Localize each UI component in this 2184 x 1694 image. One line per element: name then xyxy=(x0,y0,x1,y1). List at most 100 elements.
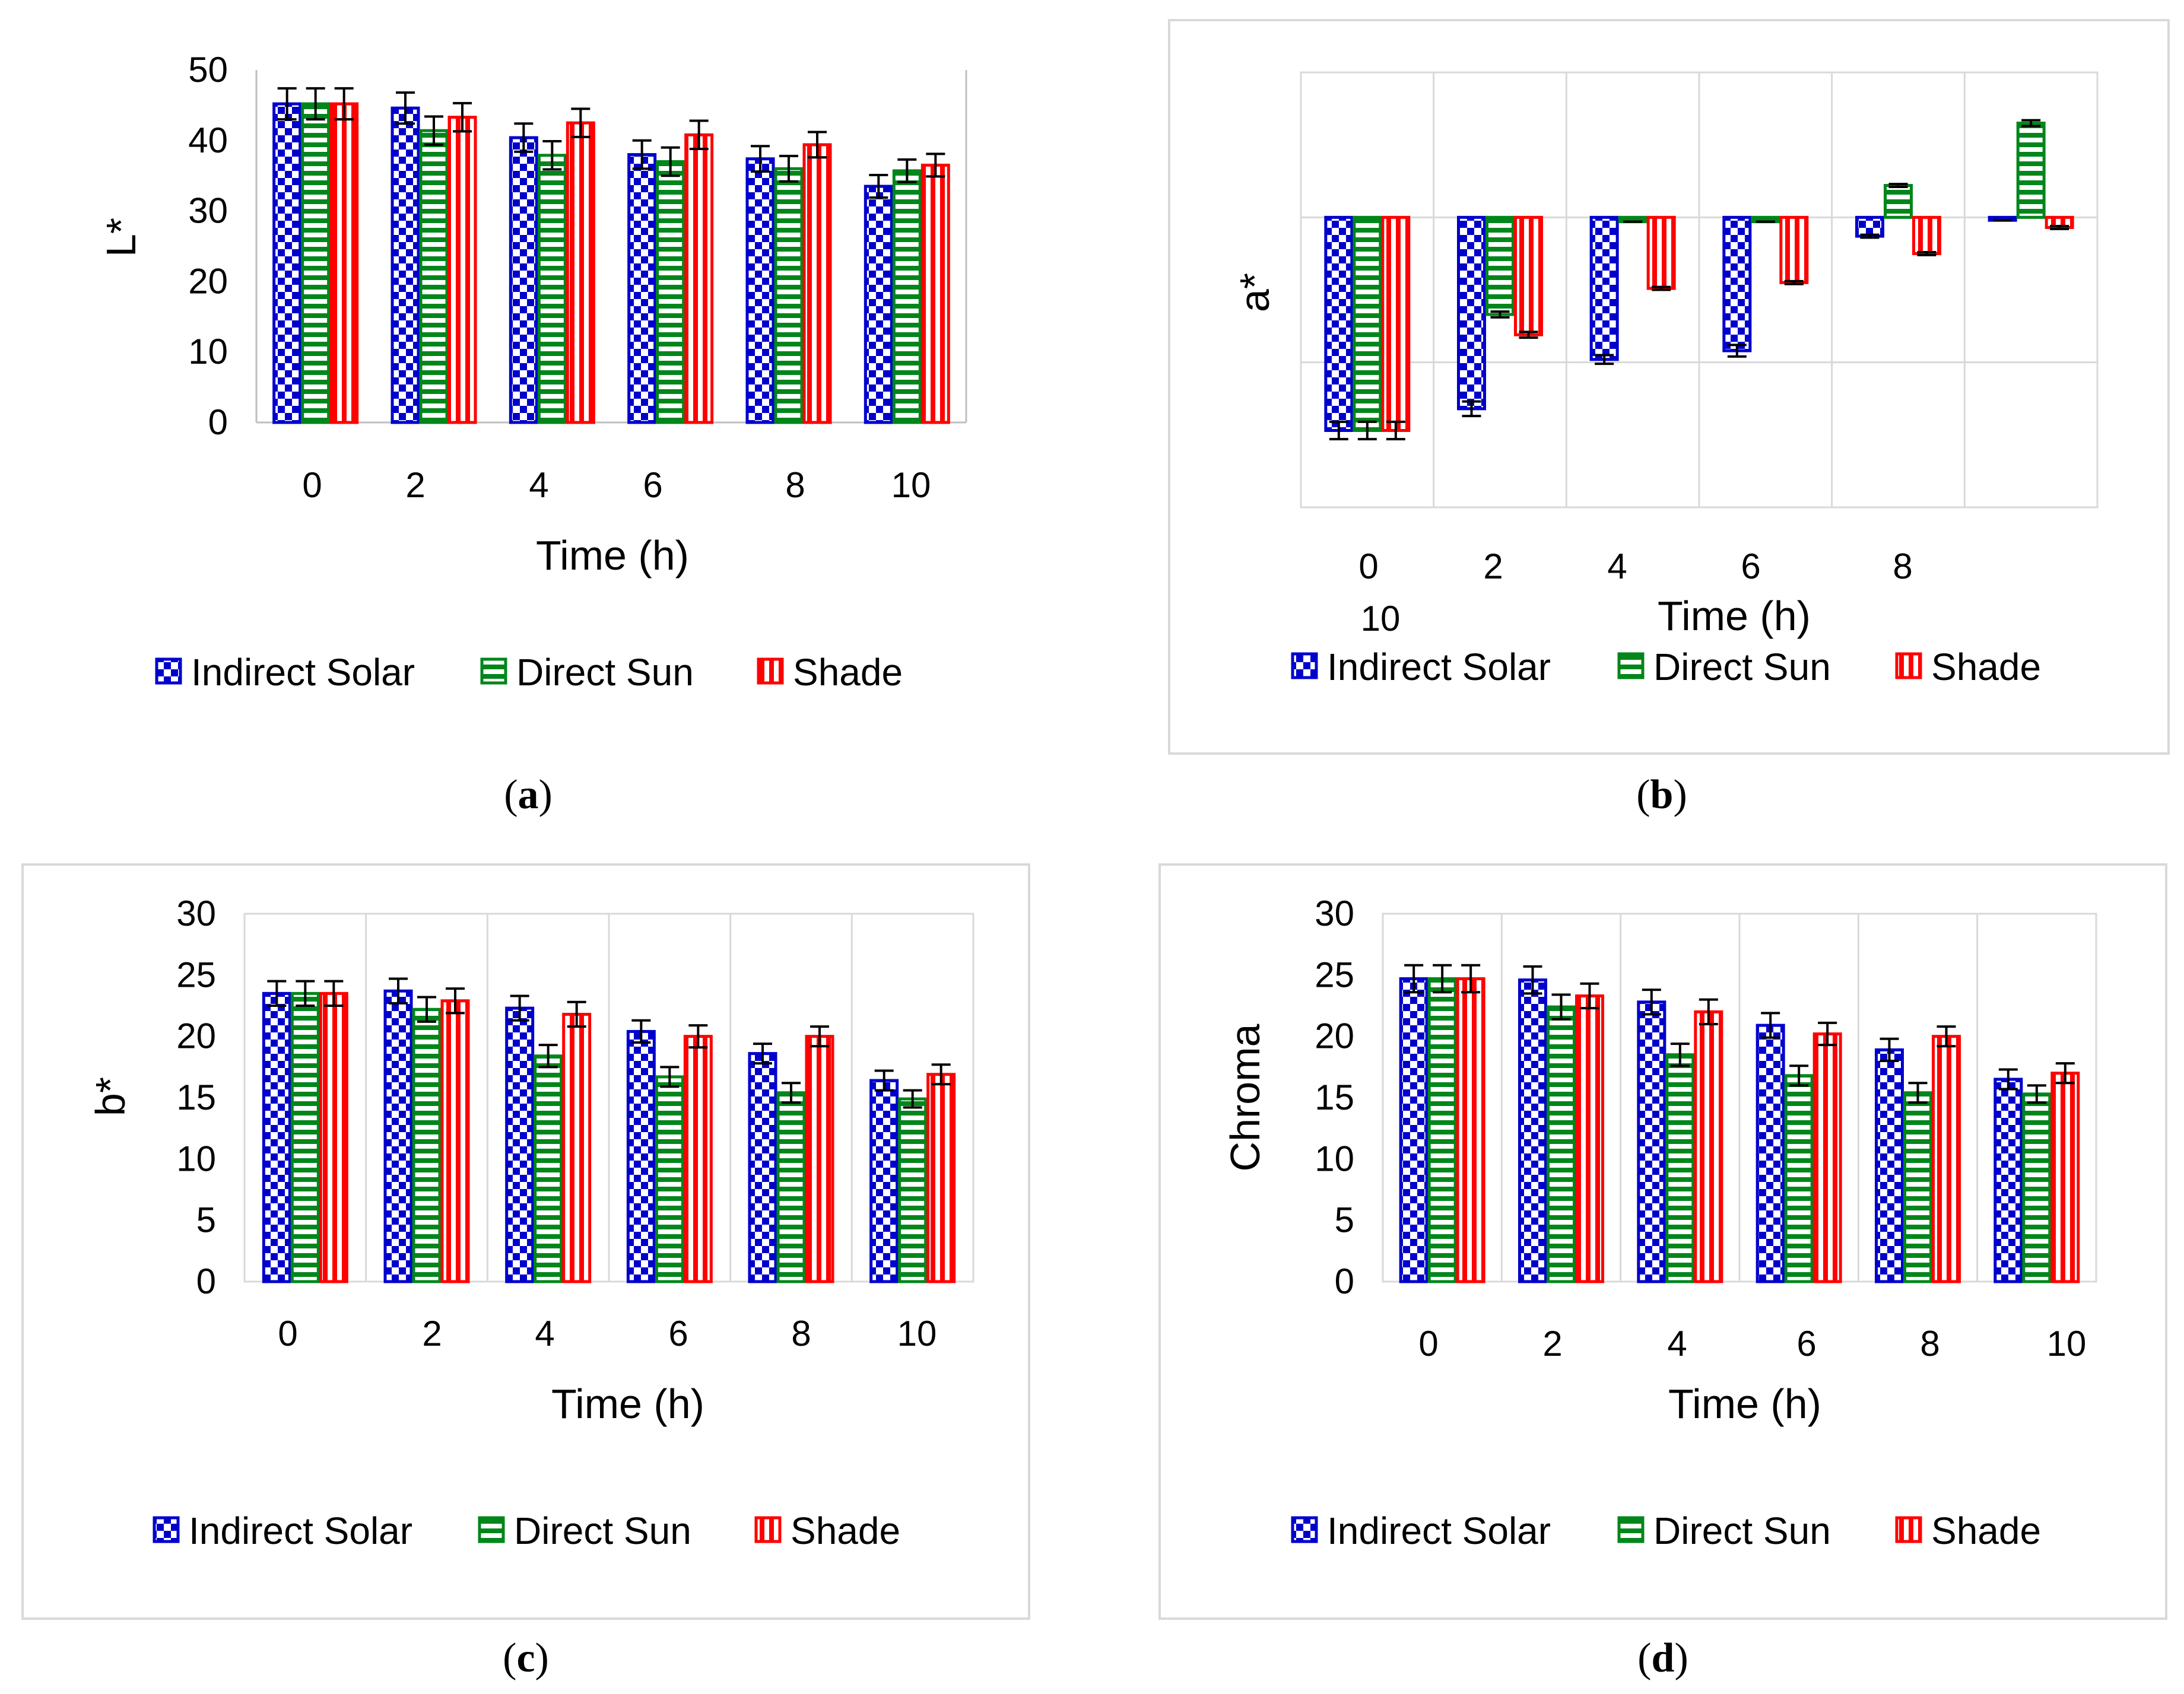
bar-direct-sun-10h xyxy=(892,169,922,424)
x-axis-title: Time (h) xyxy=(536,532,689,579)
bar-shade-8h xyxy=(805,1035,834,1283)
y-tick-label: 20 xyxy=(188,261,228,301)
bar-shade-10h xyxy=(2050,1072,2080,1283)
bar-direct-sun-2h xyxy=(1547,1005,1576,1283)
y-tick-label: 10 xyxy=(1315,1139,1354,1178)
x-tick-label: 6 xyxy=(1796,1324,1816,1364)
bar-shade-4h xyxy=(1694,1010,1723,1283)
legend-label-direct-sun: Direct Sun xyxy=(516,651,694,694)
bar-direct-sun-8h xyxy=(1884,184,1913,219)
y-tick-label: 20 xyxy=(1315,1016,1354,1056)
bar-direct-sun-10h xyxy=(898,1097,928,1283)
caption-c: (c) xyxy=(503,1635,549,1681)
bar-indirect-solar-6h xyxy=(1722,215,1752,352)
x-tick-label: 2 xyxy=(405,465,425,505)
y-axis-title: a* xyxy=(1231,273,1278,312)
y-tick-label: 15 xyxy=(1315,1078,1354,1117)
y-tick-label: 0 xyxy=(1335,1261,1354,1301)
bar-shade-6h xyxy=(1779,215,1809,284)
bar-shade-4h xyxy=(566,121,595,424)
bar-indirect-solar-10h xyxy=(1993,1078,2023,1283)
x-tick-label: 10 xyxy=(897,1314,937,1353)
x-tick-label: 4 xyxy=(535,1314,554,1353)
bar-shade-2h xyxy=(1514,215,1543,336)
bar-direct-sun-6h xyxy=(655,1075,684,1283)
bar-direct-sun-4h xyxy=(1665,1053,1695,1283)
bar-indirect-solar-2h xyxy=(391,106,420,424)
bar-indirect-solar-6h xyxy=(627,153,657,424)
bar-indirect-solar-4h xyxy=(509,136,538,424)
legend-label-indirect-solar: Indirect Solar xyxy=(1327,646,1551,688)
y-tick-label: 40 xyxy=(188,120,228,160)
x-tick-label: 2 xyxy=(1542,1324,1562,1364)
legend-swatch-shade xyxy=(757,657,784,685)
x-tick-label: 0 xyxy=(278,1314,297,1353)
bar-shade-2h xyxy=(447,116,477,424)
x-tick-label: 10 xyxy=(2047,1324,2087,1364)
bar-indirect-solar-4h xyxy=(505,1006,535,1283)
bar-shade-10h xyxy=(920,163,950,424)
bar-indirect-solar-8h xyxy=(1855,215,1884,238)
bar-direct-sun-10h xyxy=(2016,122,2046,219)
legend-swatch-indirect-solar xyxy=(153,1516,180,1543)
bar-direct-sun-2h xyxy=(412,1007,442,1283)
legend-swatch-shade xyxy=(754,1516,782,1543)
bar-direct-sun-8h xyxy=(774,167,804,424)
y-tick-label: 20 xyxy=(176,1016,216,1056)
bar-indirect-solar-8h xyxy=(748,1052,777,1283)
legend-label-direct-sun: Direct Sun xyxy=(514,1509,691,1552)
bar-direct-sun-2h xyxy=(1485,215,1515,316)
bar-direct-sun-6h xyxy=(1784,1074,1814,1283)
y-tick-label: 30 xyxy=(188,191,228,231)
legend-label-shade: Shade xyxy=(791,1509,900,1552)
bar-direct-sun-0h xyxy=(290,991,320,1283)
x-tick-label: 2 xyxy=(422,1314,442,1353)
x-tick-label: 8 xyxy=(1893,546,1912,586)
legend-swatch-direct-sun xyxy=(1617,652,1645,679)
y-tick-label: 25 xyxy=(1315,955,1354,994)
bar-shade-0h xyxy=(1456,977,1485,1283)
bar-shade-8h xyxy=(802,143,832,424)
x-tick-label: 8 xyxy=(785,465,805,505)
bar-shade-8h xyxy=(1912,215,1941,255)
x-tick-label: 4 xyxy=(1667,1324,1687,1364)
bar-direct-sun-0h xyxy=(301,102,331,424)
legend-label-indirect-solar: Indirect Solar xyxy=(191,651,415,694)
x-axis-title: Time (h) xyxy=(1668,1381,1821,1427)
y-tick-label: 30 xyxy=(1315,894,1354,933)
bar-indirect-solar-10h xyxy=(864,185,893,424)
legend-swatch-indirect-solar xyxy=(1291,1516,1318,1543)
bar-shade-10h xyxy=(926,1073,956,1283)
bar-indirect-solar-8h xyxy=(745,157,775,424)
bar-shade-8h xyxy=(1932,1035,1961,1283)
bar-shade-0h xyxy=(319,991,348,1283)
bar-indirect-solar-2h xyxy=(383,989,413,1283)
y-axis-title: b* xyxy=(87,1077,134,1116)
x-tick-label: 0 xyxy=(1358,546,1378,586)
y-tick-label: 5 xyxy=(1335,1200,1354,1240)
legend-label-indirect-solar: Indirect Solar xyxy=(189,1509,412,1552)
x-tick-label: 4 xyxy=(1607,546,1627,586)
y-tick-label: 15 xyxy=(176,1078,216,1117)
bar-direct-sun-4h xyxy=(537,154,567,424)
bar-indirect-solar-10h xyxy=(869,1079,899,1283)
y-axis-title: L* xyxy=(98,218,144,257)
y-tick-label: 10 xyxy=(188,332,228,371)
caption-d: (d) xyxy=(1637,1635,1688,1681)
legend-label-direct-sun: Direct Sun xyxy=(1653,646,1831,688)
x-tick-label: 6 xyxy=(1741,546,1760,586)
bar-indirect-solar-0h xyxy=(272,102,302,424)
bar-indirect-solar-0h xyxy=(262,991,291,1283)
x-tick-label: 10 xyxy=(1361,599,1401,638)
bar-shade-6h xyxy=(683,1035,713,1283)
legend-swatch-indirect-solar xyxy=(1291,652,1318,679)
legend-swatch-direct-sun xyxy=(478,1516,505,1543)
bar-direct-sun-2h xyxy=(419,129,449,424)
legend-swatch-indirect-solar xyxy=(155,657,182,685)
y-tick-label: 0 xyxy=(196,1261,216,1301)
bar-shade-4h xyxy=(1646,215,1676,290)
bar-indirect-solar-6h xyxy=(1756,1024,1785,1283)
y-axis-title: Chroma xyxy=(1222,1024,1268,1171)
bar-shade-0h xyxy=(1381,215,1411,433)
